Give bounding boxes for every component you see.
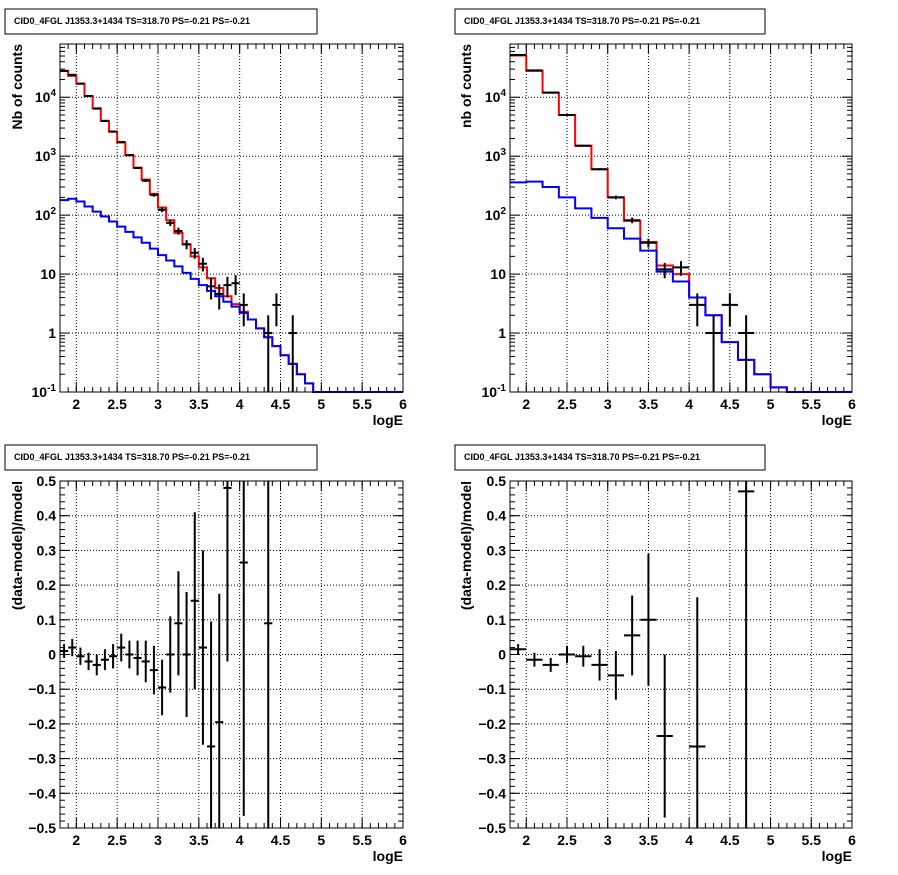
plot-frame <box>59 43 404 393</box>
x-tick-label: 5 <box>317 832 325 848</box>
y-tick-label: 103 <box>485 147 507 164</box>
y-tick-label: −0.1 <box>28 681 56 697</box>
chart-title: CID0_4FGL J1353.3+1434 TS=318.70 PS=-0.2… <box>464 452 700 462</box>
y-tick-label: 0.1 <box>37 612 57 628</box>
x-tick-label: 2.5 <box>107 832 127 848</box>
x-tick-label: 2 <box>522 832 530 848</box>
chart-title: CID0_4FGL J1353.3+1434 TS=318.70 PS=-0.2… <box>464 16 700 26</box>
y-tick-label: −0.4 <box>28 785 56 801</box>
y-tick-label: 0.2 <box>487 577 507 593</box>
series-step-line <box>510 180 852 393</box>
y-tick-label: 0.5 <box>487 473 507 489</box>
x-tick-label: 4 <box>236 396 244 412</box>
y-axis-label: nb of counts <box>458 44 474 128</box>
x-tick-label: 5.5 <box>802 396 822 412</box>
x-tick-label: 4.5 <box>271 832 291 848</box>
x-tick-label: 5 <box>767 832 775 848</box>
y-tick-label: −0.5 <box>28 820 56 836</box>
y-tick-label: 102 <box>485 206 507 223</box>
chart-title-box <box>4 8 318 35</box>
y-tick-label: 102 <box>35 206 57 223</box>
x-axis-label: logE <box>822 412 852 428</box>
x-tick-label: 4 <box>685 832 693 848</box>
y-tick-label: −0.1 <box>478 681 506 697</box>
y-tick-label: 0.1 <box>487 612 507 628</box>
chart-title-box <box>4 444 318 471</box>
y-tick-label: 0 <box>48 647 56 663</box>
x-tick-label: 3 <box>154 832 162 848</box>
y-tick-label: 10 <box>490 266 506 282</box>
x-tick-label: 3.5 <box>189 396 209 412</box>
x-tick-label: 5 <box>767 396 775 412</box>
chart-panel-2: CID0_4FGL J1353.3+1434 TS=318.70 PS=-0.2… <box>454 8 856 428</box>
y-tick-label: 10-1 <box>32 383 57 400</box>
x-tick-label: 5 <box>317 396 325 412</box>
y-axis-label: (data-model)/model <box>9 481 25 610</box>
plot-frame <box>509 480 853 829</box>
x-tick-label: 2.5 <box>557 832 577 848</box>
x-tick-label: 3 <box>604 396 612 412</box>
x-axis-label: logE <box>822 848 852 864</box>
y-tick-label: 10 <box>40 266 56 282</box>
y-tick-label: −0.4 <box>478 785 506 801</box>
x-tick-label: 6 <box>848 832 856 848</box>
y-axis-label: Nb of counts <box>9 44 25 130</box>
series-step-line <box>510 54 852 393</box>
plot-frame <box>59 480 404 829</box>
chart-title-box <box>454 444 766 471</box>
y-tick-label: 10-1 <box>482 383 507 400</box>
y-tick-label: 104 <box>485 88 507 105</box>
x-axis-label: logE <box>373 848 403 864</box>
x-tick-label: 2.5 <box>107 396 127 412</box>
y-tick-label: 1 <box>498 325 506 341</box>
y-tick-label: 0.2 <box>37 577 57 593</box>
x-tick-label: 4 <box>685 396 693 412</box>
y-tick-label: 1 <box>48 325 56 341</box>
y-tick-label: 0.3 <box>487 542 507 558</box>
x-tick-label: 6 <box>399 832 407 848</box>
x-tick-label: 4.5 <box>720 832 740 848</box>
y-tick-label: −0.2 <box>28 716 56 732</box>
y-tick-label: −0.5 <box>478 820 506 836</box>
x-tick-label: 3 <box>604 832 612 848</box>
x-tick-label: 3 <box>154 396 162 412</box>
x-tick-label: 2 <box>72 396 80 412</box>
y-tick-label: 103 <box>35 147 57 164</box>
y-tick-label: 0.5 <box>37 473 57 489</box>
x-tick-label: 3.5 <box>639 832 659 848</box>
y-tick-label: 0.4 <box>487 508 507 524</box>
y-tick-label: 0.4 <box>37 508 57 524</box>
x-axis-label: logE <box>373 412 403 428</box>
y-tick-label: 0 <box>498 647 506 663</box>
x-tick-label: 6 <box>399 396 407 412</box>
x-tick-label: 6 <box>848 396 856 412</box>
chart-title: CID0_4FGL J1353.3+1434 TS=318.70 PS=-0.2… <box>14 16 250 26</box>
plot-frame <box>509 43 853 393</box>
x-tick-label: 3.5 <box>639 396 659 412</box>
y-tick-label: −0.3 <box>478 751 506 767</box>
x-tick-label: 5.5 <box>352 832 372 848</box>
y-axis-label: (data-model)/model <box>458 481 474 610</box>
x-tick-label: 4 <box>236 832 244 848</box>
x-tick-label: 2.5 <box>557 396 577 412</box>
series-step-line <box>60 69 403 393</box>
x-tick-label: 4.5 <box>720 396 740 412</box>
chart-title: CID0_4FGL J1353.3+1434 TS=318.70 PS=-0.2… <box>14 452 250 462</box>
chart-panel-3: CID0_4FGL J1353.3+1434 TS=318.70 PS=-0.2… <box>4 444 407 864</box>
y-tick-label: 0.3 <box>37 542 57 558</box>
x-tick-label: 4.5 <box>271 396 291 412</box>
y-tick-label: 104 <box>35 88 57 105</box>
x-tick-label: 2 <box>522 396 530 412</box>
chart-title-box <box>454 8 766 35</box>
x-tick-label: 5.5 <box>352 396 372 412</box>
x-tick-label: 2 <box>72 832 80 848</box>
chart-panel-1: CID0_4FGL J1353.3+1434 TS=318.70 PS=-0.2… <box>4 8 407 428</box>
y-tick-label: −0.3 <box>28 751 56 767</box>
chart-panel-4: CID0_4FGL J1353.3+1434 TS=318.70 PS=-0.2… <box>454 444 856 864</box>
y-tick-label: −0.2 <box>478 716 506 732</box>
x-tick-label: 3.5 <box>189 832 209 848</box>
x-tick-label: 5.5 <box>802 832 822 848</box>
